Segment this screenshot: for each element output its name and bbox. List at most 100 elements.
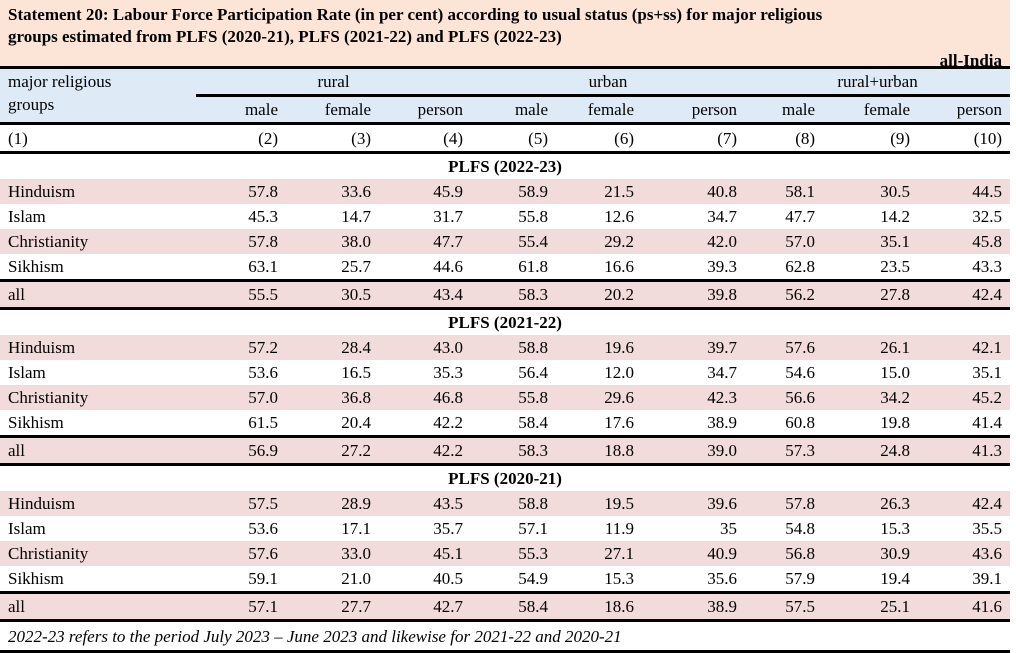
cell-value: 12.6 (604, 207, 634, 226)
cell-value: 62.8 (785, 257, 816, 276)
cell-value: 45.8 (918, 229, 1011, 254)
cell-value: 29.6 (556, 385, 642, 410)
cell-value: 43.6 (918, 541, 1011, 566)
cell-value: 55.3 (471, 541, 556, 566)
header-subcol-female: female (286, 95, 379, 124)
header-group-rural-urban: rural+urban (745, 66, 1011, 97)
cell-value: 44.5 (918, 179, 1011, 204)
cell-value: 42.7 (379, 591, 471, 622)
cell-value: 39.7 (642, 335, 746, 360)
cell-value: 63.1 (248, 257, 278, 276)
table-row: Sikhism 59.1 21.0 40.5 54.9 15.3 35.6 57.9 19.4 3… (0, 566, 1010, 593)
cell-value: 58.8 (471, 491, 556, 516)
cell-value: 53.6 (248, 519, 278, 538)
table-row: Christianity 57.8 38.0 47.7 55.4 29.2 42.0 57.0… (0, 229, 1011, 254)
cell-value: 57.1 (518, 519, 548, 538)
scope-label: all-India (939, 51, 1002, 70)
cell-value: 38.9 (642, 591, 746, 622)
cell-value: 35.7 (433, 519, 463, 538)
cell-value: 40.9 (642, 541, 746, 566)
lfpr-table: major religious rural urban rural+urban … (0, 66, 1011, 653)
cell-value: 25.7 (341, 257, 371, 276)
cell-value: 57.8 (196, 179, 286, 204)
row-group-label: Christianity (0, 229, 196, 254)
cell-value: 20.4 (341, 413, 371, 432)
row-group-label: Sikhism (8, 257, 64, 276)
cell-value: 29.2 (556, 229, 642, 254)
section-title: PLFS (2020-21) (448, 469, 562, 488)
footnote-row: 2022-23 refers to the period July 2023 –… (0, 620, 1011, 653)
cell-value: 57.6 (745, 335, 824, 360)
cell-value: 15.3 (880, 519, 911, 538)
cell-value: 35.1 (823, 229, 919, 254)
cell-value: 57.0 (196, 385, 286, 410)
table-row: Islam 53.6 17.1 35.7 57.1 11.9 35 54.8 15.3 35.5 (0, 516, 1010, 541)
table-row: Sikhism 61.5 20.4 42.2 58.4 17.6 38.9 60.8 19.8 4… (0, 410, 1010, 437)
cell-value: 39.8 (642, 279, 746, 310)
cell-value: 56.2 (745, 279, 824, 310)
cell-value: 17.1 (341, 519, 371, 538)
cell-value: 39.3 (707, 257, 738, 276)
cell-value: 19.4 (880, 569, 911, 588)
cell-value: 40.8 (642, 179, 746, 204)
cell-value: 58.3 (471, 279, 556, 310)
table-row: Islam 45.3 14.7 31.7 55.8 12.6 34.7 47.7 14.2 32.… (0, 204, 1010, 229)
cell-value: 26.3 (823, 491, 919, 516)
statement-title-line2: groups estimated from PLFS (2020-21), PL… (8, 27, 562, 46)
table-row: Sikhism 63.1 25.7 44.6 61.8 16.6 39.3 62.8 23.5 4… (0, 254, 1010, 281)
cell-value: 21.5 (556, 179, 642, 204)
cell-value: 12.0 (604, 363, 634, 382)
column-number: (7) (642, 122, 746, 154)
cell-value: 18.8 (556, 435, 642, 466)
cell-value: 57.5 (745, 591, 824, 622)
cell-value: 57.9 (785, 569, 816, 588)
column-number: (6) (556, 122, 642, 154)
header-first-col: major religious (0, 66, 196, 96)
cell-value: 41.4 (972, 413, 1003, 432)
column-number-row: (1) (2) (3) (4) (5) (6) (7) (8) (9) (10) (0, 122, 1011, 154)
cell-value: 15.3 (604, 569, 634, 588)
cell-value: 23.5 (880, 257, 911, 276)
section-title: PLFS (2021-22) (448, 313, 562, 332)
column-number: (8) (745, 122, 824, 154)
cell-value: 33.6 (286, 179, 379, 204)
table-row: Christianity 57.0 36.8 46.8 55.8 29.6 42.3 56.6… (0, 385, 1011, 410)
cell-value: 34.2 (823, 385, 919, 410)
cell-value: 58.4 (471, 591, 556, 622)
cell-value: 53.6 (248, 363, 278, 382)
cell-value: 55.8 (518, 207, 548, 226)
column-number: (2) (196, 122, 286, 154)
header-group-urban: urban (471, 66, 746, 97)
table-row: Hinduism 57.5 28.9 43.5 58.8 19.5 39.6 57.8 26.3… (0, 491, 1011, 516)
cell-value: 57.0 (745, 229, 824, 254)
cell-value: 58.4 (518, 413, 548, 432)
cell-value: 42.4 (918, 491, 1011, 516)
header-subcol-person: person (918, 95, 1011, 124)
cell-value: 35.1 (972, 363, 1003, 382)
header-subcol-male: male (196, 95, 286, 124)
cell-value: 57.8 (196, 229, 286, 254)
row-group-label: Hinduism (0, 335, 196, 360)
column-number: (5) (471, 122, 556, 154)
table-row: all 56.9 27.2 42.2 58.3 18.8 39.0 57.3 24.8 41.3 (0, 435, 1011, 466)
cell-value: 39.6 (642, 491, 746, 516)
cell-value: 56.6 (745, 385, 824, 410)
cell-value: 54.9 (518, 569, 548, 588)
cell-value: 25.1 (823, 591, 919, 622)
row-group-label: all (0, 279, 196, 310)
cell-value: 57.3 (745, 435, 824, 466)
cell-value: 39.1 (972, 569, 1003, 588)
cell-value: 55.5 (196, 279, 286, 310)
cell-value: 61.8 (518, 257, 548, 276)
cell-value: 58.1 (745, 179, 824, 204)
row-group-label: Islam (8, 363, 46, 382)
cell-value: 14.2 (880, 207, 911, 226)
cell-value: 56.9 (196, 435, 286, 466)
cell-value: 33.0 (286, 541, 379, 566)
row-group-label: all (0, 435, 196, 466)
section-header-row: PLFS (2022-23) (0, 153, 1010, 180)
header-subcol-row: groups male female person male female person m… (0, 95, 1011, 124)
cell-value: 32.5 (972, 207, 1003, 226)
header-group-row: major religious rural urban rural+urban (0, 66, 1011, 97)
